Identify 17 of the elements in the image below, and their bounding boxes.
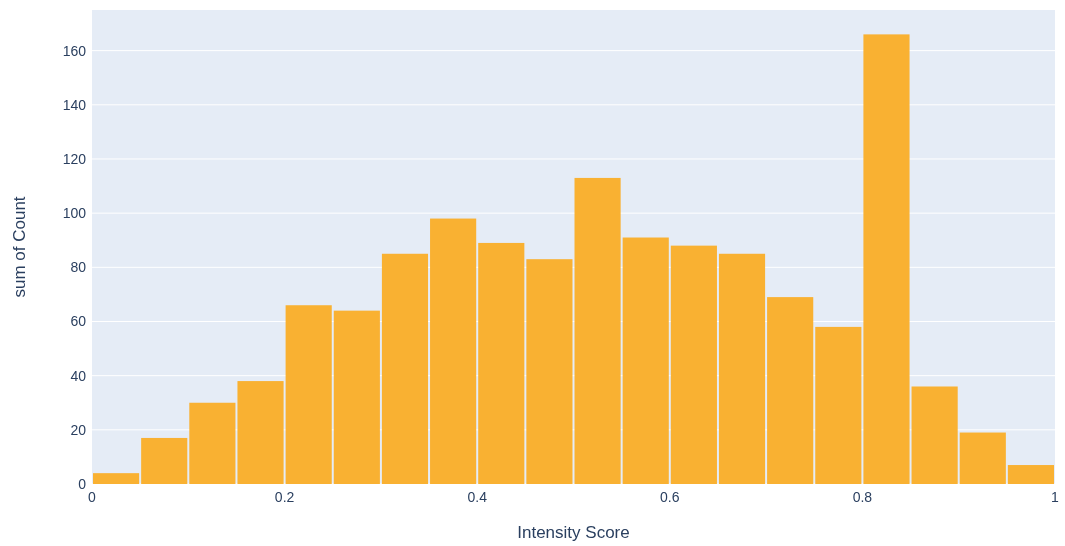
y-tick-label: 40: [70, 367, 87, 384]
y-tick-label: 60: [70, 313, 87, 330]
y-tick-label: 100: [62, 205, 87, 222]
y-tick-label: 80: [70, 259, 87, 276]
y-tick-label: 160: [62, 42, 87, 59]
y-tick-label: 120: [62, 150, 87, 167]
x-tick-label: 0.8: [852, 489, 873, 505]
y-axis-title: sum of Count: [10, 196, 29, 298]
y-tick-label: 140: [62, 96, 87, 113]
x-tick-label: 1: [1051, 489, 1060, 505]
x-tick-label: 0.4: [467, 489, 488, 505]
y-tick-label: 0: [78, 475, 87, 492]
x-tick-label: 0.2: [274, 489, 295, 505]
x-tick-label: 0.6: [660, 489, 680, 505]
x-tick-label: 0: [88, 489, 97, 505]
x-axis-title: Intensity Score: [517, 523, 630, 542]
y-tick-label: 20: [70, 421, 87, 438]
